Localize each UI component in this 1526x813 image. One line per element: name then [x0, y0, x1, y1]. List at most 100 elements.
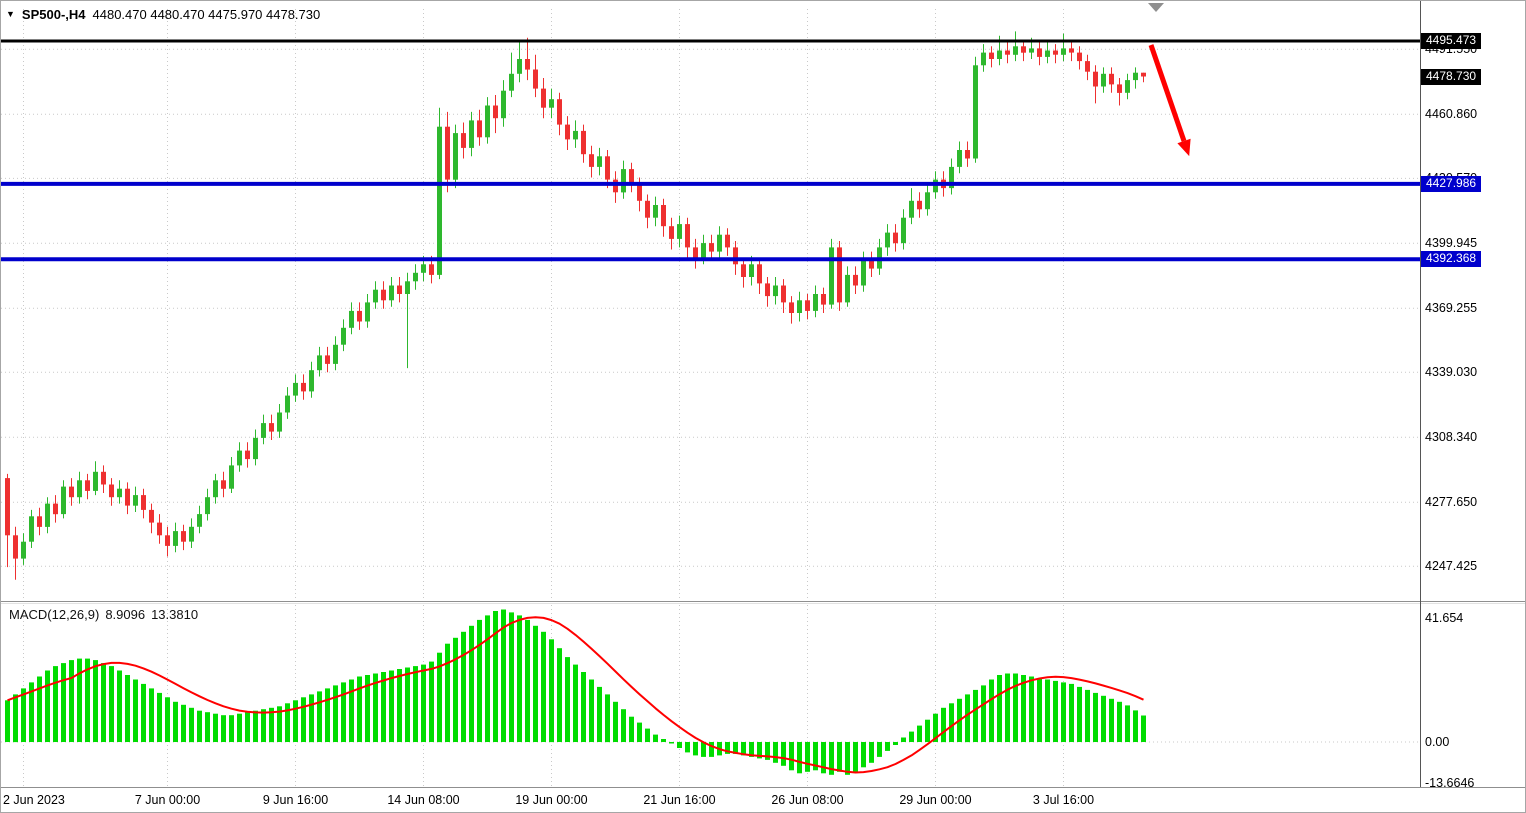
- macd-bar: [621, 709, 626, 742]
- macd-bar: [525, 619, 530, 742]
- macd-bar: [381, 672, 386, 742]
- candle-body: [149, 509, 154, 523]
- time-axis-label: 7 Jun 00:00: [134, 793, 201, 807]
- time-axis-label: 9 Jun 16:00: [262, 793, 329, 807]
- candle-body: [677, 224, 682, 239]
- macd-bar: [669, 742, 674, 744]
- time-axis-label: 21 Jun 16:00: [643, 793, 716, 807]
- macd-bar: [69, 660, 74, 742]
- candle-body: [621, 169, 626, 193]
- chart-shift-marker-icon[interactable]: [1148, 3, 1164, 12]
- macd-bar: [837, 742, 842, 772]
- candle-body: [725, 234, 730, 248]
- candle-body: [629, 169, 634, 184]
- macd-bar: [149, 688, 154, 742]
- candle-body: [165, 535, 170, 546]
- candle-body: [501, 90, 506, 119]
- candle-body: [845, 274, 850, 303]
- candle-body: [237, 450, 242, 466]
- macd-bar: [77, 658, 82, 742]
- candle-body: [1029, 48, 1034, 53]
- price-axis-label: 4460.860: [1425, 107, 1478, 122]
- candle-body: [869, 260, 874, 269]
- candle-body: [925, 192, 930, 210]
- macd-bar: [205, 712, 210, 742]
- price-axis-label: 4369.255: [1425, 301, 1478, 316]
- candle-body: [293, 382, 298, 396]
- macd-bar: [741, 742, 746, 756]
- macd-bar: [101, 663, 106, 742]
- macd-bar: [237, 713, 242, 742]
- candle-body: [573, 130, 578, 140]
- macd-bar: [797, 742, 802, 774]
- candle-body: [37, 516, 42, 527]
- macd-bar: [21, 688, 26, 742]
- macd-bar: [117, 670, 122, 742]
- macd-bar: [997, 675, 1002, 742]
- candle-body: [893, 232, 898, 244]
- macd-bar: [5, 700, 10, 742]
- macd-bar: [349, 679, 354, 742]
- candle-body: [357, 310, 362, 322]
- macd-bar: [445, 643, 450, 742]
- candle-body: [13, 535, 18, 559]
- macd-bar: [261, 709, 266, 742]
- macd-bar: [1077, 686, 1082, 742]
- panel-splitter[interactable]: [1, 599, 1525, 605]
- macd-bar: [13, 694, 18, 743]
- candle-body: [757, 264, 762, 284]
- macd-bar: [549, 639, 554, 743]
- candle-body: [709, 243, 714, 252]
- macd-bar: [461, 631, 466, 742]
- candle-body: [461, 133, 466, 148]
- candle-body: [781, 285, 786, 303]
- price-line-badge: 4495.473: [1421, 33, 1482, 49]
- price-axis[interactable]: 4491.5504460.8604430.5704399.9454369.255…: [1421, 1, 1525, 790]
- candle-body: [285, 395, 290, 413]
- macd-bar: [141, 683, 146, 742]
- time-axis-label: 29 Jun 00:00: [899, 793, 972, 807]
- candle-body: [181, 531, 186, 542]
- candle-body: [797, 300, 802, 313]
- candle-body: [93, 471, 98, 491]
- time-axis[interactable]: 2 Jun 2023 7 Jun 00:00 9 Jun 16:00 14 Jun 0…: [1, 788, 1525, 812]
- macd-bar: [1117, 701, 1122, 742]
- candle-body: [213, 480, 218, 498]
- candle-body: [645, 200, 650, 218]
- candle-body: [1125, 80, 1130, 93]
- candle-body: [1061, 48, 1066, 55]
- macd-bar: [573, 664, 578, 742]
- symbol-dropdown-icon[interactable]: ▼: [6, 9, 15, 19]
- macd-bar: [421, 664, 426, 742]
- macd-bar: [181, 704, 186, 742]
- macd-bar: [125, 675, 130, 742]
- time-axis-label: 3 Jul 16:00: [1032, 793, 1095, 807]
- trend-arrow[interactable]: [1148, 44, 1187, 142]
- macd-bar: [909, 731, 914, 742]
- indicator-signal-value: 13.3810: [151, 607, 199, 622]
- macd-bar: [197, 710, 202, 742]
- macd-bar: [309, 694, 314, 743]
- macd-bar: [765, 742, 770, 760]
- candle-body: [733, 247, 738, 265]
- candle-body: [981, 52, 986, 66]
- candle-body: [581, 130, 586, 155]
- macd-bar: [413, 666, 418, 742]
- candle-body: [117, 488, 122, 498]
- candle-body: [1101, 73, 1106, 87]
- candle-body: [613, 179, 618, 193]
- macd-bar: [485, 615, 490, 742]
- candle-body: [245, 450, 250, 460]
- candle-body: [125, 488, 130, 506]
- candle-body: [29, 516, 34, 542]
- price-axis-label: 4399.945: [1425, 236, 1478, 251]
- candle-body: [133, 495, 138, 506]
- candle-body: [653, 205, 658, 218]
- macd-bar: [333, 685, 338, 742]
- candle-body: [909, 200, 914, 218]
- macd-bar: [757, 742, 762, 759]
- macd-bar: [853, 742, 858, 772]
- macd-bar: [861, 742, 866, 768]
- candle-body: [637, 183, 642, 201]
